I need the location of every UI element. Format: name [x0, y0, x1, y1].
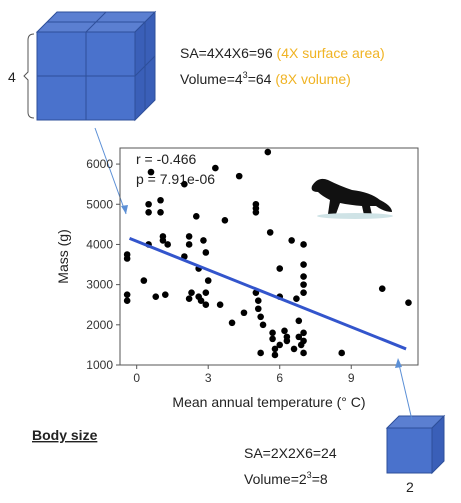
point	[405, 299, 412, 306]
point	[188, 289, 195, 296]
point	[152, 293, 159, 300]
point	[284, 338, 291, 345]
small-edge: 2	[406, 479, 414, 495]
point	[229, 320, 236, 327]
point	[157, 209, 164, 216]
point	[276, 265, 283, 272]
big-sa-note: (4X surface area)	[277, 45, 385, 61]
point	[162, 291, 169, 298]
point	[124, 255, 131, 262]
big-volume: Volume=43=64 (8X volume)	[180, 70, 351, 87]
arrow-head	[121, 205, 128, 214]
ferret-icon	[312, 179, 392, 215]
figure: 4 SA=4X4X6=96 (4X surface area) Volume=4…	[0, 0, 461, 498]
point	[203, 301, 210, 308]
point	[291, 346, 298, 353]
y-tick-label: 3000	[86, 278, 113, 292]
point	[253, 209, 260, 216]
ferret-shadow	[317, 213, 393, 219]
point	[300, 338, 307, 345]
point	[296, 317, 303, 324]
point	[212, 165, 219, 172]
heading: Body size	[32, 427, 98, 443]
x-tick-label: 9	[348, 371, 355, 385]
point	[300, 289, 307, 296]
point	[203, 289, 210, 296]
trend-line	[130, 238, 407, 349]
small-vol-text: Volume=2	[244, 471, 307, 487]
big-sa-text: SA=4X4X6=96	[180, 45, 273, 61]
x-axis-label: Mean annual temperature (° C)	[172, 394, 365, 410]
point	[160, 233, 167, 240]
x-tick-label: 6	[276, 371, 283, 385]
point	[260, 322, 267, 329]
point	[288, 237, 295, 244]
big-vol-note: (8X volume)	[275, 71, 350, 87]
point	[186, 241, 193, 248]
point	[379, 285, 386, 292]
point	[265, 149, 272, 156]
point	[293, 295, 300, 302]
point	[222, 217, 229, 224]
point	[300, 241, 307, 248]
point	[257, 313, 264, 320]
point	[272, 352, 279, 359]
point	[300, 330, 307, 337]
point	[241, 309, 248, 316]
big-cube	[24, 12, 155, 120]
point	[281, 328, 288, 335]
point	[300, 261, 307, 268]
arrow-head	[395, 358, 402, 368]
point	[145, 209, 152, 216]
small-cube	[387, 416, 444, 473]
point	[255, 297, 262, 304]
small-volume: Volume=23=8	[244, 470, 328, 487]
point	[164, 241, 171, 248]
big-vol-result: =64	[248, 71, 272, 87]
point	[181, 181, 188, 188]
point	[300, 350, 307, 357]
point	[217, 301, 224, 308]
small-vol-result: =8	[312, 471, 328, 487]
point	[186, 295, 193, 302]
big-edge: 4	[8, 69, 16, 85]
y-tick-label: 5000	[86, 197, 113, 211]
x-tick-label: 0	[133, 371, 140, 385]
point	[141, 277, 148, 284]
point	[338, 350, 345, 357]
point	[236, 173, 243, 180]
point	[269, 336, 276, 343]
point	[203, 249, 210, 256]
big-vol-text: Volume=4	[180, 71, 243, 87]
point	[257, 350, 264, 357]
point	[269, 330, 276, 337]
point	[255, 305, 262, 312]
point	[124, 291, 131, 298]
x-tick-label: 3	[205, 371, 212, 385]
point	[145, 201, 152, 208]
y-axis-label: Mass (g)	[55, 229, 71, 283]
stat-annotation: p = 7.91e-06	[136, 171, 215, 187]
point	[193, 213, 200, 220]
arrow	[398, 360, 412, 420]
point	[276, 342, 283, 349]
point	[300, 281, 307, 288]
plot: 1000 2000 3000 4000 5000 6000 0 3 6 9 Mean annual …	[55, 149, 412, 410]
y-tick-label: 2000	[86, 318, 113, 332]
big-sa: SA=4X4X6=96 (4X surface area)	[180, 45, 385, 61]
point	[205, 277, 212, 284]
point	[157, 197, 164, 204]
point	[300, 273, 307, 280]
point	[267, 229, 274, 236]
stat-annotation: r = -0.466	[136, 151, 197, 167]
y-tick-label: 1000	[86, 358, 113, 372]
y-tick-label: 6000	[86, 157, 113, 171]
y-tick-label: 4000	[86, 237, 113, 251]
point	[148, 169, 155, 176]
point	[186, 233, 193, 240]
point	[124, 297, 131, 304]
small-sa: SA=2X2X6=24	[244, 445, 337, 461]
point	[200, 237, 207, 244]
